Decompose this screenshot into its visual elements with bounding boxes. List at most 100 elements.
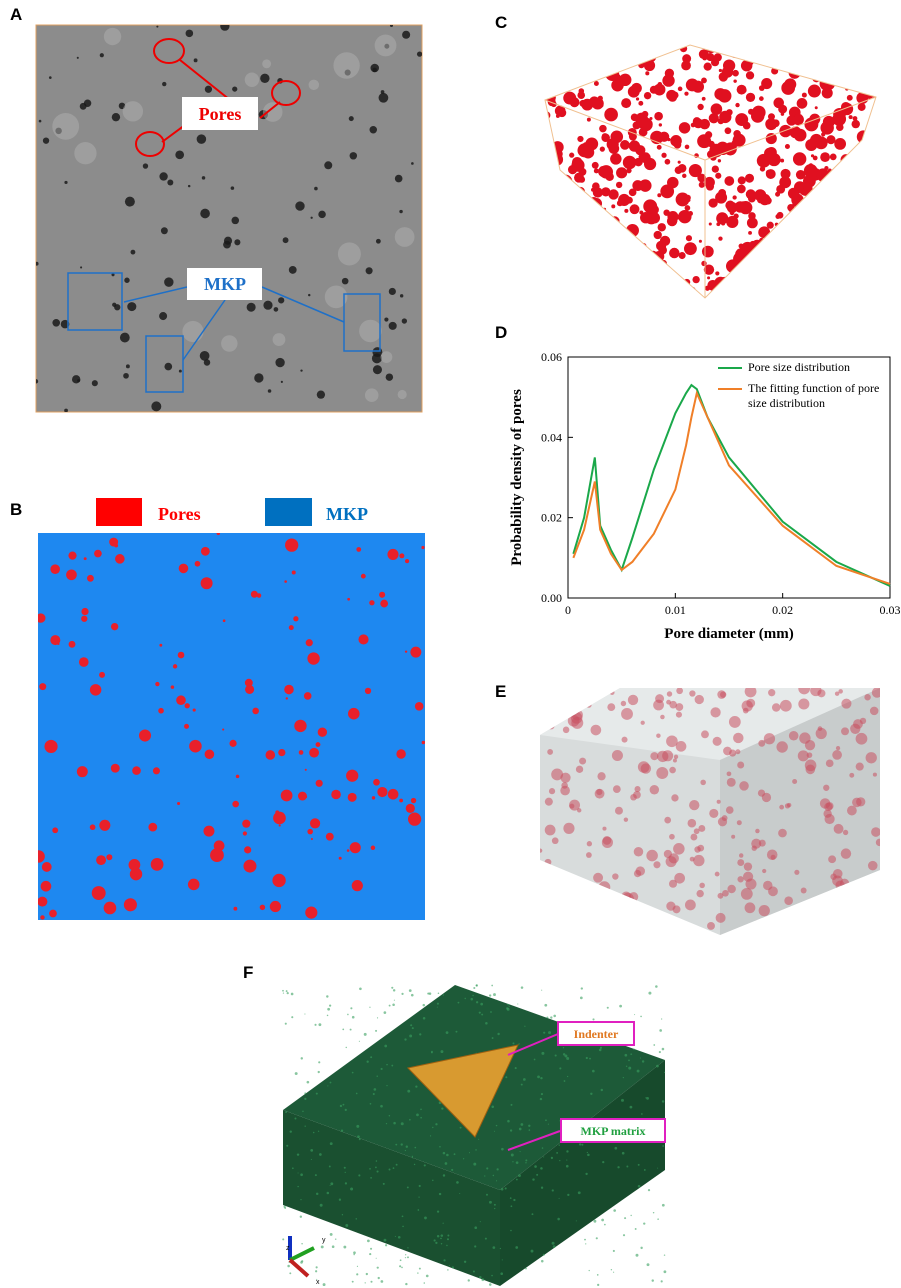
texture-dot (761, 261, 774, 274)
texture-dot (732, 195, 736, 199)
texture-dot (339, 857, 342, 860)
texture-dot (653, 700, 664, 711)
texture-dot (408, 813, 421, 826)
texture-dot (566, 1150, 568, 1152)
texture-dot (832, 46, 843, 57)
texture-dot (759, 905, 770, 916)
texture-dot (806, 765, 816, 775)
texture-dot (669, 767, 676, 774)
texture-dot (729, 716, 741, 728)
texture-dot (786, 925, 798, 937)
texture-dot (412, 1027, 414, 1029)
texture-dot (631, 114, 639, 122)
texture-dot (820, 152, 830, 162)
texture-dot (797, 98, 808, 109)
texture-dot (374, 1088, 377, 1091)
texture-dot (739, 781, 749, 791)
texture-dot (510, 1230, 512, 1232)
texture-dot (370, 1177, 372, 1179)
texture-dot (553, 1015, 556, 1018)
texture-dot (387, 549, 398, 560)
texture-dot (120, 333, 130, 343)
texture-dot (232, 86, 237, 91)
texture-dot (797, 62, 801, 66)
texture-dot (401, 1122, 404, 1125)
texture-dot (90, 684, 101, 695)
texture-dot (716, 222, 720, 226)
texture-dot (400, 1259, 402, 1261)
texture-dot (793, 222, 801, 230)
texture-dot (376, 1076, 377, 1077)
texture-dot (311, 217, 313, 219)
texture-dot (701, 730, 709, 738)
texture-dot (481, 1014, 483, 1016)
texture-dot (411, 162, 414, 165)
texture-dot (589, 1270, 590, 1271)
texture-dot (814, 233, 823, 242)
texture-dot (384, 1045, 387, 1048)
texture-dot (830, 177, 835, 182)
texture-dot (356, 1093, 358, 1095)
texture-dot (824, 188, 830, 194)
texture-dot (171, 685, 175, 689)
texture-dot (718, 817, 727, 826)
texture-dot (509, 1006, 510, 1007)
texture-dot (409, 1119, 411, 1121)
texture-dot (675, 166, 683, 174)
texture-dot (823, 209, 834, 220)
texture-dot (405, 651, 407, 653)
texture-dot (332, 1245, 335, 1248)
texture-dot (788, 909, 797, 918)
texture-dot (589, 271, 596, 278)
texture-dot (776, 247, 784, 255)
texture-dot (707, 922, 715, 930)
texture-dot (839, 254, 846, 261)
texture-dot (748, 231, 752, 235)
texture-dot (744, 862, 752, 870)
texture-dot (497, 1033, 499, 1035)
texture-dot (560, 223, 564, 227)
texture-dot (419, 1185, 421, 1187)
texture-dot (843, 830, 848, 835)
axis-name: x (316, 1279, 320, 1286)
texture-dot (344, 1167, 346, 1169)
texture-dot (346, 1047, 347, 1048)
texture-dot (569, 202, 578, 211)
texture-dot (725, 127, 732, 134)
texture-dot (435, 1242, 437, 1244)
texture-dot (837, 207, 840, 210)
legend-label: MKP (326, 504, 368, 524)
texture-dot (745, 174, 754, 183)
texture-dot (520, 1151, 521, 1152)
texture-dot (414, 1164, 415, 1165)
texture-dot (613, 1272, 614, 1273)
texture-dot (789, 57, 792, 60)
texture-dot (365, 388, 379, 402)
texture-dot (692, 81, 704, 93)
texture-dot (491, 1105, 494, 1108)
texture-dot (189, 740, 202, 753)
texture-dot (553, 252, 565, 264)
texture-dot (316, 1093, 318, 1095)
texture-dot (577, 91, 585, 99)
texture-dot (405, 1150, 406, 1151)
x-tick-label: 0.01 (665, 603, 686, 617)
texture-dot (582, 199, 586, 203)
texture-dot (638, 101, 643, 106)
texture-dot (591, 45, 600, 54)
texture-dot (727, 202, 738, 213)
texture-dot (678, 87, 683, 92)
texture-dot (350, 1007, 352, 1009)
texture-dot (176, 695, 186, 705)
texture-dot (664, 1254, 665, 1255)
texture-dot (656, 733, 660, 737)
texture-dot (604, 228, 609, 233)
texture-dot (570, 53, 577, 60)
texture-dot (272, 874, 285, 887)
texture-dot (761, 78, 772, 89)
texture-dot (605, 917, 612, 924)
texture-dot (289, 1272, 291, 1274)
texture-dot (39, 120, 42, 123)
texture-dot (841, 848, 851, 858)
texture-dot (765, 118, 777, 130)
